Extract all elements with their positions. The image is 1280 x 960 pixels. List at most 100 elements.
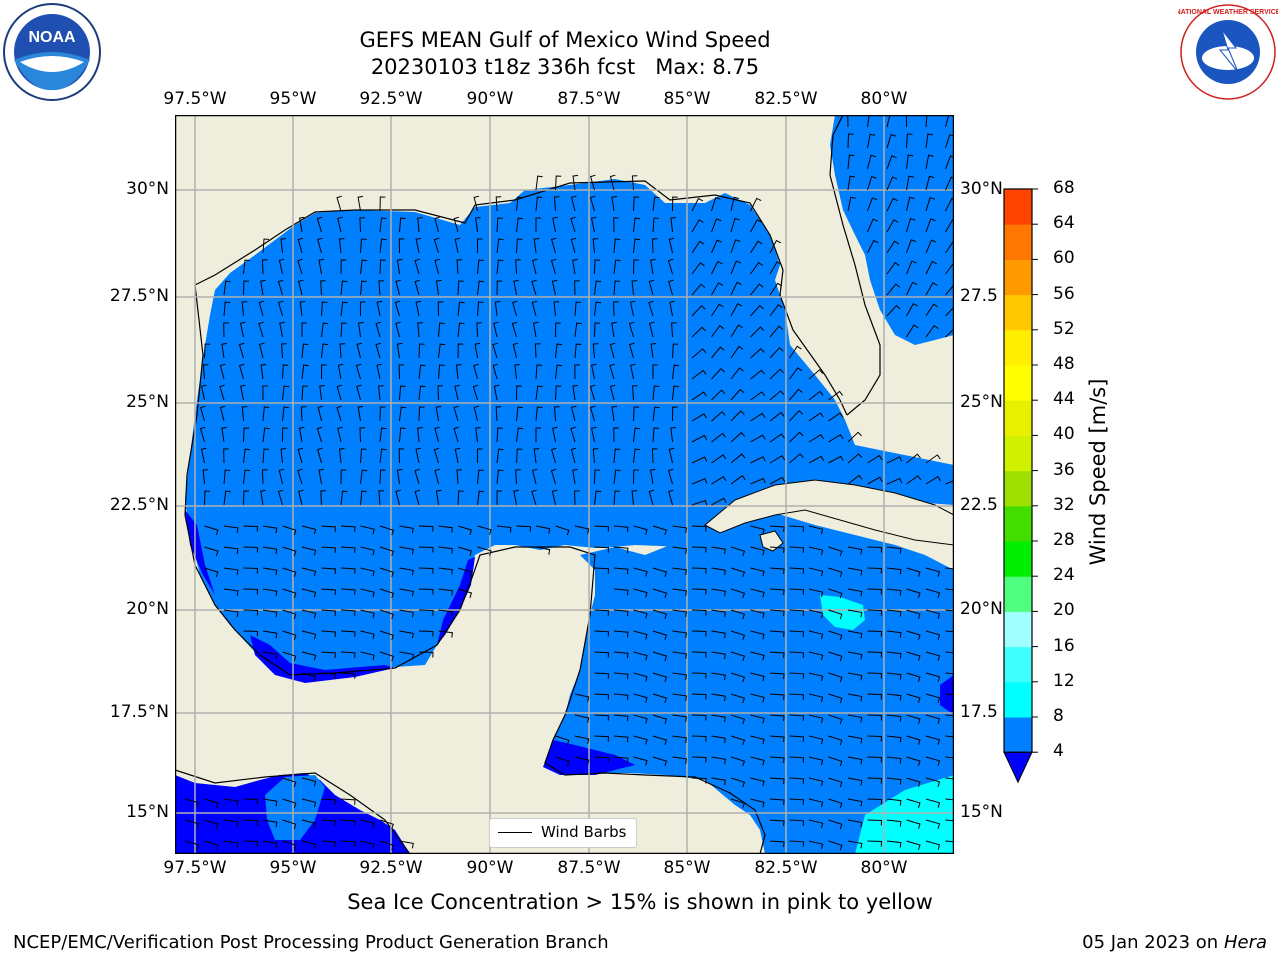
wind-barb (886, 777, 902, 785)
wind-barb (552, 216, 558, 233)
wind-barb (395, 489, 401, 506)
wind-barb (223, 819, 239, 827)
wind-barb (495, 196, 502, 212)
wind-barb (613, 427, 619, 443)
wind-barb (925, 475, 941, 485)
wind-barb (282, 588, 297, 599)
wind-barb (769, 714, 785, 722)
wind-barb (355, 363, 362, 380)
wind-barb (652, 714, 668, 725)
wind-barb (555, 343, 563, 359)
wind-barb (672, 609, 687, 617)
wind-barb (238, 342, 245, 359)
wind-barb (280, 448, 286, 464)
wind-barb (828, 693, 843, 704)
wind-barb (808, 777, 824, 787)
wind-barb (453, 216, 460, 233)
wind-barb (945, 819, 954, 822)
wind-barb (316, 216, 323, 233)
wind-barb (555, 385, 562, 401)
wind-barb (340, 259, 347, 275)
wind-barb (750, 347, 765, 359)
wind-barb (945, 672, 954, 675)
wind-barb (789, 388, 803, 401)
wind-barb (457, 588, 473, 598)
wind-barb (574, 364, 580, 380)
noaa-logo: NOAA (3, 3, 101, 101)
wind-barb (298, 489, 304, 506)
wind-barb (360, 567, 375, 577)
wind-barb (847, 672, 863, 681)
wind-barb (925, 115, 928, 128)
wind-barb (535, 175, 543, 191)
wind-barb (360, 525, 375, 535)
wind-barb (789, 546, 805, 553)
wind-barb (262, 819, 278, 828)
wind-barb (336, 384, 343, 401)
wind-barb (594, 609, 610, 616)
wind-barb (613, 448, 621, 464)
wind-barb (691, 478, 708, 485)
wind-barb (711, 303, 724, 317)
wind-barb (418, 525, 434, 532)
wind-barb (262, 798, 278, 807)
wind-barb (730, 388, 745, 401)
wind-barb (262, 588, 278, 597)
colorbar-tick-7: 40 (1053, 424, 1075, 445)
wind-barb (399, 567, 414, 576)
wind-barb (358, 322, 364, 338)
wind-barb (886, 219, 899, 233)
wind-barb (513, 279, 519, 296)
wind-barb (808, 567, 824, 577)
wind-barb (633, 672, 648, 682)
svg-text:NATIONAL WEATHER SERVICE: NATIONAL WEATHER SERVICE (1178, 9, 1278, 16)
wind-barb (415, 300, 422, 317)
wind-barb (808, 714, 824, 724)
wind-barb (572, 468, 578, 485)
wind-barb (691, 434, 708, 443)
wind-barb (691, 197, 704, 212)
wind-barb (668, 237, 675, 254)
wind-barb (925, 239, 937, 254)
wind-barb (613, 490, 621, 506)
wind-barb (867, 239, 879, 254)
wind-barb (750, 525, 765, 535)
wind-barb (438, 567, 453, 575)
wind-barb (477, 280, 485, 296)
wind-barb (711, 196, 721, 212)
wind-barb (867, 630, 883, 637)
wind-barb (730, 777, 746, 788)
lat-tick-right-5: 17.5 (960, 702, 998, 722)
wind-barb (828, 434, 844, 443)
wind-barb (457, 525, 473, 535)
wind-barb (243, 819, 259, 826)
wind-barb (672, 546, 687, 554)
wind-barb (496, 448, 504, 464)
wind-barb (379, 651, 394, 662)
wind-barb (204, 343, 211, 359)
wind-barb (321, 301, 328, 317)
wind-barb (594, 672, 610, 679)
wind-barb (945, 630, 954, 633)
wind-barb (769, 546, 785, 554)
wind-barb (223, 490, 231, 506)
wind-barb (301, 322, 307, 337)
wind-barb (613, 609, 629, 617)
wind-barb (730, 303, 743, 317)
caribbean-sea (550, 513, 954, 854)
gulf-deep-blue-west (185, 510, 215, 595)
wind-barb (282, 651, 297, 662)
wind-barb (867, 735, 883, 742)
colorbar-tick-11: 24 (1053, 565, 1075, 586)
colorbar-tick-4: 52 (1053, 318, 1075, 339)
wind-barb (535, 217, 541, 232)
wind-barb (847, 453, 863, 464)
wind-barb (535, 406, 543, 422)
wind-barb (633, 714, 648, 724)
wind-barb (594, 280, 602, 296)
wind-barb (711, 367, 726, 380)
wind-barb (320, 490, 326, 506)
wind-barb (338, 238, 345, 254)
wind-barb (769, 282, 783, 296)
wind-barb (321, 364, 327, 380)
